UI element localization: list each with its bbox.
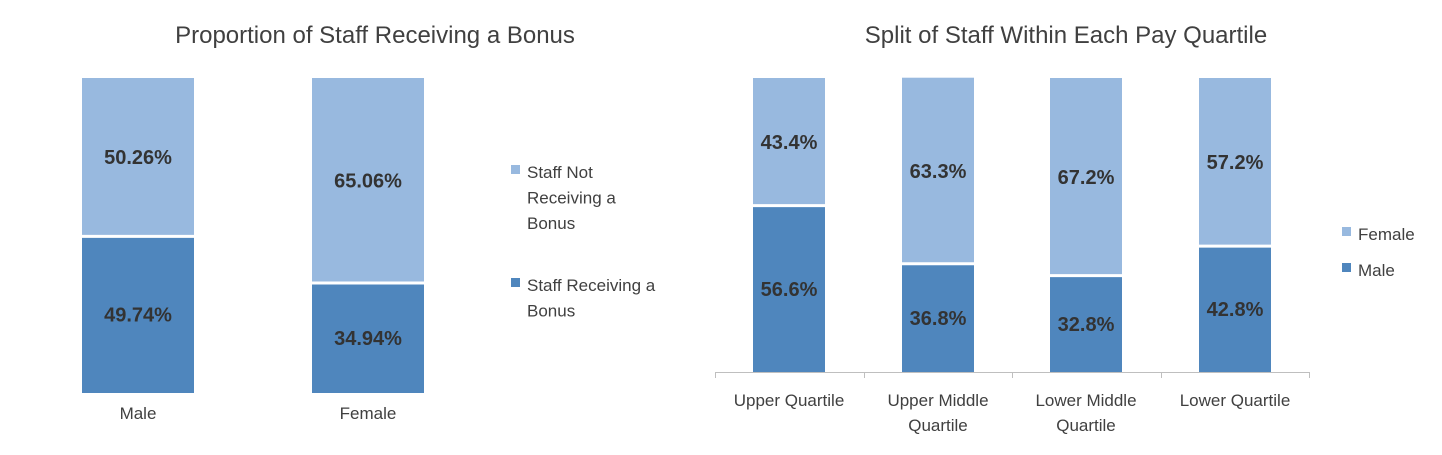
data-label-lower-middle-quartile-female: 67.2% <box>1058 167 1115 189</box>
bar-male-staff-not-receiving-a-bonus <box>82 78 194 237</box>
bar-lower-quartile-male <box>1199 246 1271 372</box>
bar-upper-middle-quartile-female <box>902 77 974 264</box>
data-label-female-staff-receiving-a-bonus: 34.94% <box>334 328 402 350</box>
legend-swatch-female <box>1342 227 1351 236</box>
bar-upper-quartile-female <box>753 78 825 206</box>
data-label-upper-middle-quartile-male: 36.8% <box>910 308 967 330</box>
chart-title-quartile: Split of Staff Within Each Pay Quartile <box>865 22 1267 49</box>
data-label-upper-quartile-male: 56.6% <box>761 279 818 301</box>
data-label-lower-middle-quartile-male: 32.8% <box>1058 314 1115 336</box>
legend-bonus: Staff Not Receiving a Bonus Staff Receiving… <box>511 163 656 321</box>
data-label-lower-quartile-female: 57.2% <box>1207 152 1264 174</box>
data-label-lower-quartile-male: 42.8% <box>1207 299 1264 321</box>
bar-lower-middle-quartile-female <box>1050 78 1122 276</box>
data-label-female-staff-not-receiving-a-bonus: 65.06% <box>334 170 402 192</box>
legend-label-female: Female <box>1358 225 1415 244</box>
category-label-female: Female <box>340 404 397 423</box>
bar-lower-middle-quartile-male <box>1050 275 1122 372</box>
category-label-lower-middle-quartile: Lower Middle Quartile <box>1035 391 1136 435</box>
category-label-upper-quartile: Upper Quartile <box>734 391 845 410</box>
bar-upper-middle-quartile-male <box>902 263 974 372</box>
bar-lower-quartile-female <box>1199 78 1271 247</box>
category-label-male: Male <box>120 404 157 423</box>
bar-male-staff-receiving-a-bonus <box>82 236 194 393</box>
plot-bonus: 49.74% 50.26% Male 34.94% 65.06% Female <box>82 78 424 423</box>
legend-label-male: Male <box>1358 261 1395 280</box>
legend-swatch-staff-not-receiving-a-bonus <box>511 165 520 174</box>
legend-label-staff-not-receiving-a-bonus: Staff Not Receiving a Bonus <box>527 163 616 233</box>
category-label-lower-quartile: Lower Quartile <box>1180 391 1291 410</box>
data-label-male-staff-not-receiving-a-bonus: 50.26% <box>104 147 172 169</box>
bar-female-staff-not-receiving-a-bonus <box>312 78 424 283</box>
data-label-upper-quartile-female: 43.4% <box>761 132 818 154</box>
bar-upper-quartile-male <box>753 205 825 372</box>
legend-label-staff-receiving-a-bonus: Staff Receiving a Bonus <box>527 276 656 321</box>
legend-swatch-staff-receiving-a-bonus <box>511 278 520 287</box>
category-label-upper-middle-quartile: Upper Middle Quartile <box>887 391 988 435</box>
legend-quartile: Female Male <box>1342 225 1415 280</box>
data-label-male-staff-receiving-a-bonus: 49.74% <box>104 305 172 327</box>
plot-quartile: 56.6% 43.4% Upper Quartile 36.8% 63.3% Upper … <box>715 77 1310 435</box>
bar-female-staff-receiving-a-bonus <box>312 282 424 393</box>
chart-title-bonus: Proportion of Staff Receiving a Bonus <box>175 22 575 49</box>
legend-swatch-male <box>1342 263 1351 272</box>
data-label-upper-middle-quartile-female: 63.3% <box>910 161 967 183</box>
